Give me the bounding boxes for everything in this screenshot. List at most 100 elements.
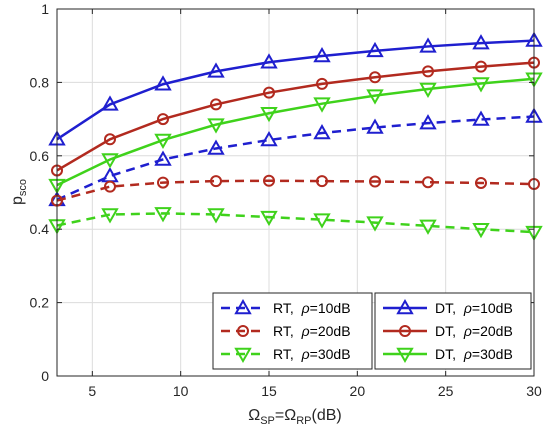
y-tick-label: 0.6 xyxy=(30,148,50,164)
legend-label-suffix: =10dB xyxy=(310,300,351,316)
series-rt30 xyxy=(48,207,543,242)
x-axis-label-omega1: Ω xyxy=(248,407,260,424)
data-point-rt10 xyxy=(313,124,331,140)
legend-label-rho: ρ xyxy=(301,300,310,316)
data-point-rt20 xyxy=(369,175,381,188)
series-line-dt10 xyxy=(56,39,535,141)
y-tick-label: 1 xyxy=(41,1,49,17)
legend-label-prefix: RT, xyxy=(273,346,298,362)
data-point-dt30 xyxy=(154,133,172,150)
legend-label-prefix: DT, xyxy=(435,300,460,316)
legend-item-dt30: DT, ρ=30dB xyxy=(383,346,513,364)
data-point-dt20 xyxy=(369,71,381,84)
data-point-rt20 xyxy=(210,175,222,188)
data-point-rt30 xyxy=(472,222,490,239)
x-axis-label: ΩSP=ΩRP(dB) xyxy=(248,407,341,427)
x-axis-label-eq: = xyxy=(275,407,284,424)
legend-item-rt30: RT, ρ=30dB xyxy=(221,346,351,364)
data-point-rt20 xyxy=(422,176,434,189)
series-line-rt30 xyxy=(56,212,535,234)
series-line-rt20 xyxy=(56,179,535,202)
data-point-dt30 xyxy=(207,118,225,134)
data-point-dt10 xyxy=(154,75,172,91)
data-point-rt10 xyxy=(366,118,384,134)
series-line-dt30 xyxy=(56,77,535,187)
legend-label-dt20: DT, ρ=20dB xyxy=(435,323,513,339)
x-tick-label: 25 xyxy=(438,383,454,399)
legend-label-suffix: =30dB xyxy=(472,346,513,362)
data-point-dt10 xyxy=(472,34,490,50)
data-point-rt30 xyxy=(101,208,119,224)
data-point-dt10 xyxy=(207,62,225,78)
x-tick-label: 30 xyxy=(526,383,542,399)
legend-label-rho: ρ xyxy=(463,300,472,316)
data-point-dt20 xyxy=(475,60,487,73)
plot-frame xyxy=(56,8,535,377)
legend-marker-rt30 xyxy=(234,347,252,364)
legend-label-suffix: =30dB xyxy=(310,346,351,362)
legend-marker-rt10 xyxy=(234,298,252,315)
x-axis-label-sub1: SP xyxy=(260,415,275,427)
legend-marker-dt30 xyxy=(396,347,414,364)
ticks: 00.20.40.60.815 10 15 20 25 30 xyxy=(30,1,542,399)
legend-label-dt10: DT, ρ=10dB xyxy=(435,300,513,316)
data-point-dt10 xyxy=(366,41,384,58)
y-tick-label: 0.4 xyxy=(30,221,50,237)
legend-label-suffix: =20dB xyxy=(310,323,351,339)
data-point-dt10 xyxy=(419,37,437,53)
legend-item-dt10: DT, ρ=10dB xyxy=(383,298,513,316)
data-point-rt30 xyxy=(419,219,437,235)
y-tick-label: 0 xyxy=(41,368,49,384)
legend-label-rho: ρ xyxy=(463,323,472,339)
data-point-dt20 xyxy=(157,113,169,126)
legend-label-suffix: =10dB xyxy=(472,300,513,316)
series-line-dt20 xyxy=(56,61,535,172)
data-point-dt10 xyxy=(101,95,119,111)
y-tick-label: 0.8 xyxy=(30,74,50,90)
legend-marker-dt10 xyxy=(396,298,414,315)
data-point-rt30 xyxy=(207,208,225,224)
data-point-dt30 xyxy=(101,153,119,169)
data-point-dt20 xyxy=(422,65,434,78)
data-point-dt30 xyxy=(313,97,331,113)
data-point-rt10 xyxy=(260,131,278,147)
data-point-rt20 xyxy=(475,176,487,189)
x-tick-label: 10 xyxy=(173,383,189,399)
data-point-rt20 xyxy=(104,180,116,193)
x-tick-label: 15 xyxy=(261,383,277,399)
legend-label-rt10: RT, ρ=10dB xyxy=(273,300,351,316)
data-point-dt30 xyxy=(260,106,278,123)
legend-label-prefix: DT, xyxy=(435,323,460,339)
data-point-dt20 xyxy=(316,77,328,90)
data-point-rt10 xyxy=(154,150,172,166)
y-axis-label: psco xyxy=(9,179,29,205)
x-axis-label-unit: (dB) xyxy=(312,407,342,424)
legend-label-rho: ρ xyxy=(301,323,310,339)
data-point-rt30 xyxy=(366,216,384,232)
data-point-dt20 xyxy=(263,86,275,99)
data-point-rt30 xyxy=(260,210,278,227)
y-axis-label-main: p xyxy=(9,196,26,205)
data-point-rt30 xyxy=(313,213,331,229)
y-axis-label-sub: sco xyxy=(17,179,29,196)
data-point-dt30 xyxy=(366,89,384,105)
legend-label-rt20: RT, ρ=20dB xyxy=(273,323,351,339)
legend-label-rt30: RT, ρ=30dB xyxy=(273,346,351,362)
legend-marker-dt20 xyxy=(399,325,411,337)
data-point-rt10 xyxy=(472,110,490,126)
data-point-dt10 xyxy=(313,46,331,63)
legend-label-prefix: DT, xyxy=(435,346,460,362)
y-tick-label: 0.2 xyxy=(30,295,50,311)
legend-label-dt30: DT, ρ=30dB xyxy=(435,346,513,362)
legend-item-dt20: DT, ρ=20dB xyxy=(383,323,513,339)
legend-item-rt20: RT, ρ=20dB xyxy=(221,323,351,339)
data-point-rt10 xyxy=(419,114,437,130)
legend-label-prefix: RT, xyxy=(273,300,298,316)
x-tick-label: 20 xyxy=(350,383,366,399)
data-point-rt20 xyxy=(157,176,169,189)
legend-label-suffix: =20dB xyxy=(472,323,513,339)
data-point-rt20 xyxy=(316,175,328,188)
